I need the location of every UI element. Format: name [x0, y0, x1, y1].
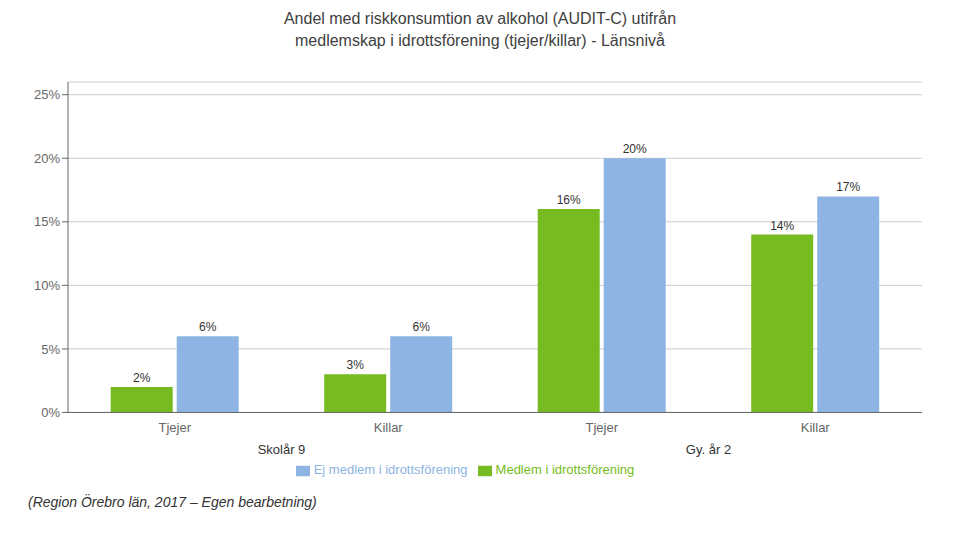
- html-text:Ej medlem i idrottsförening: Ej medlem i idrottsförening: [313, 462, 468, 478]
- svg-text:Tjejer: Tjejer: [585, 420, 618, 435]
- svg-text:20%: 20%: [623, 142, 647, 156]
- svg-text:25%: 25%: [34, 87, 60, 102]
- html-text:Andel med riskkonsumtion av al: Andel med riskkonsumtion av alkohol (AUD…: [283, 10, 677, 49]
- html-text:(Region Örebro län, 2017 – Ege: (Region Örebro län, 2017 – Egen bearbetn…: [28, 494, 317, 510]
- svg-text:Skolår 9: Skolår 9: [258, 442, 306, 457]
- svg-text:5%: 5%: [41, 342, 60, 357]
- svg-text:Killar: Killar: [801, 420, 831, 435]
- svg-text:20%: 20%: [34, 151, 60, 166]
- svg-text:10%: 10%: [34, 278, 60, 293]
- svg-text:17%: 17%: [836, 180, 860, 194]
- svg-text:Killar: Killar: [374, 420, 404, 435]
- svg-text:0%: 0%: [41, 405, 60, 420]
- svg-text:Gy. år 2: Gy. år 2: [686, 442, 731, 457]
- svg-text:14%: 14%: [770, 219, 794, 233]
- svg-text:Tjejer: Tjejer: [158, 420, 191, 435]
- html-text:Medlem i idrottsförening: Medlem i idrottsförening: [495, 462, 635, 478]
- svg-text:16%: 16%: [557, 193, 581, 207]
- svg-text:15%: 15%: [34, 214, 60, 229]
- svg-text:2%: 2%: [133, 371, 151, 385]
- svg-text:6%: 6%: [199, 320, 217, 334]
- svg-text:3%: 3%: [347, 358, 365, 372]
- svg-text:6%: 6%: [413, 320, 431, 334]
